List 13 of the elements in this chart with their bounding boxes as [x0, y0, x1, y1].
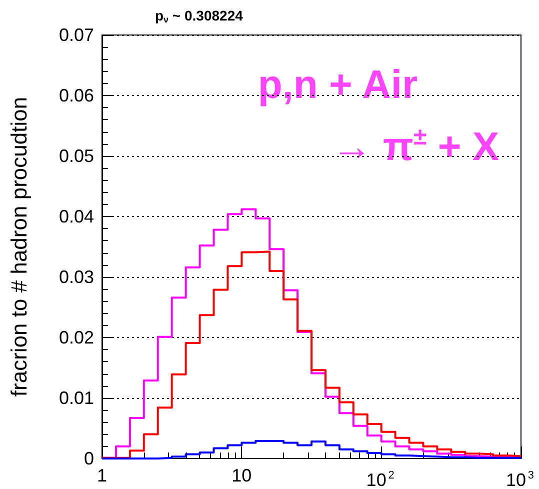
y-tick-label: 0.02 [58, 328, 94, 348]
x-tick-label: 10 [232, 466, 252, 486]
y-tick-label: 0.06 [58, 86, 94, 106]
y-tick-label: 0.01 [58, 388, 94, 408]
x-tick-label: 1 [96, 466, 108, 486]
y-tick-label: 0 [84, 448, 94, 468]
annotation: p,n + Air [258, 63, 418, 107]
y-tick-label: 0.04 [58, 206, 94, 226]
annotation: → π± + X [332, 124, 500, 169]
y-axis-title: fracrion to # hadron procudtion [6, 96, 32, 397]
y-tick-label: 0.05 [58, 146, 94, 166]
y-tick-label: 0.07 [58, 25, 94, 45]
y-tick-label: 0.03 [58, 267, 94, 287]
